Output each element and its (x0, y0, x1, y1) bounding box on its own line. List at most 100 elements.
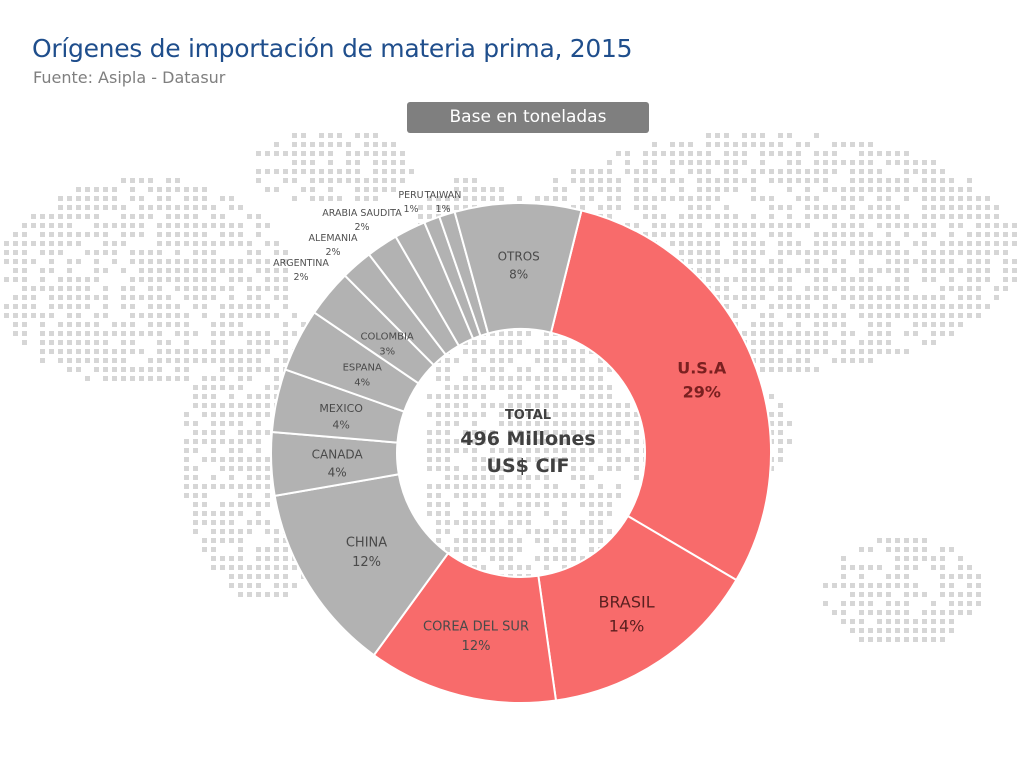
map-dot (436, 394, 441, 399)
map-dot (535, 502, 540, 507)
map-dot (868, 322, 873, 327)
map-dot (229, 385, 234, 390)
map-dot (220, 385, 225, 390)
map-dot (202, 430, 207, 435)
map-dot (814, 268, 819, 273)
map-dot (247, 439, 252, 444)
map-dot (805, 250, 810, 255)
map-dot (805, 304, 810, 309)
map-dot (904, 223, 909, 228)
map-dot (175, 241, 180, 246)
map-dot (679, 214, 684, 219)
map-dot (562, 187, 567, 192)
map-dot (760, 142, 765, 147)
map-dot (463, 448, 468, 453)
map-dot (742, 304, 747, 309)
map-dot (904, 601, 909, 606)
map-dot (949, 619, 954, 624)
map-dot (904, 304, 909, 309)
map-dot (634, 448, 639, 453)
map-dot (544, 475, 549, 480)
map-dot (769, 430, 774, 435)
map-dot (184, 367, 189, 372)
map-dot (184, 439, 189, 444)
slice-label: COLOMBIA (361, 332, 414, 343)
map-dot (229, 412, 234, 417)
map-dot (940, 205, 945, 210)
map-dot (985, 259, 990, 264)
map-dot (805, 259, 810, 264)
map-dot (778, 349, 783, 354)
map-dot (904, 250, 909, 255)
map-dot (121, 367, 126, 372)
map-dot (751, 169, 756, 174)
map-dot (922, 313, 927, 318)
map-dot (769, 358, 774, 363)
map-dot (751, 259, 756, 264)
map-dot (58, 349, 63, 354)
map-dot (616, 151, 621, 156)
map-dot (796, 367, 801, 372)
map-dot (508, 448, 513, 453)
map-dot (121, 223, 126, 228)
map-dot (247, 340, 252, 345)
map-dot (472, 466, 477, 471)
donut-slices (270, 202, 772, 704)
map-dot (139, 214, 144, 219)
map-dot (112, 196, 117, 201)
map-dot (184, 484, 189, 489)
map-dot (877, 313, 882, 318)
map-dot (805, 358, 810, 363)
map-dot (67, 304, 72, 309)
map-dot (139, 196, 144, 201)
map-dot (931, 601, 936, 606)
map-dot (913, 538, 918, 543)
map-dot (904, 187, 909, 192)
map-dot (958, 241, 963, 246)
map-dot (283, 358, 288, 363)
map-dot (463, 412, 468, 417)
map-dot (247, 241, 252, 246)
map-dot (544, 412, 549, 417)
map-dot (463, 376, 468, 381)
map-dot (58, 304, 63, 309)
map-dot (535, 493, 540, 498)
map-dot (796, 142, 801, 147)
map-dot (949, 241, 954, 246)
map-dot (427, 394, 432, 399)
map-dot (274, 538, 279, 543)
map-dot (877, 286, 882, 291)
map-dot (904, 349, 909, 354)
map-dot (553, 448, 558, 453)
map-dot (481, 430, 486, 435)
map-dot (1012, 232, 1017, 237)
map-dot (103, 358, 108, 363)
map-dot (607, 511, 612, 516)
map-dot (445, 358, 450, 363)
map-dot (643, 214, 648, 219)
map-dot (823, 277, 828, 282)
map-dot (535, 412, 540, 417)
map-dot (13, 232, 18, 237)
map-dot (877, 250, 882, 255)
map-dot (976, 232, 981, 237)
map-dot (202, 295, 207, 300)
map-dot (202, 241, 207, 246)
map-dot (238, 268, 243, 273)
map-dot (787, 439, 792, 444)
slice-value: 1% (435, 204, 450, 215)
map-dot (571, 547, 576, 552)
map-dot (193, 439, 198, 444)
map-dot (175, 178, 180, 183)
map-dot (850, 601, 855, 606)
slice-label: CANADA (312, 447, 364, 461)
map-dot (292, 313, 297, 318)
map-dot (85, 286, 90, 291)
map-dot (931, 637, 936, 642)
page-subtitle: Fuente: Asipla - Datasur (33, 68, 226, 87)
map-dot (193, 520, 198, 525)
map-dot (157, 340, 162, 345)
map-dot (886, 574, 891, 579)
map-dot (265, 187, 270, 192)
map-dot (904, 556, 909, 561)
